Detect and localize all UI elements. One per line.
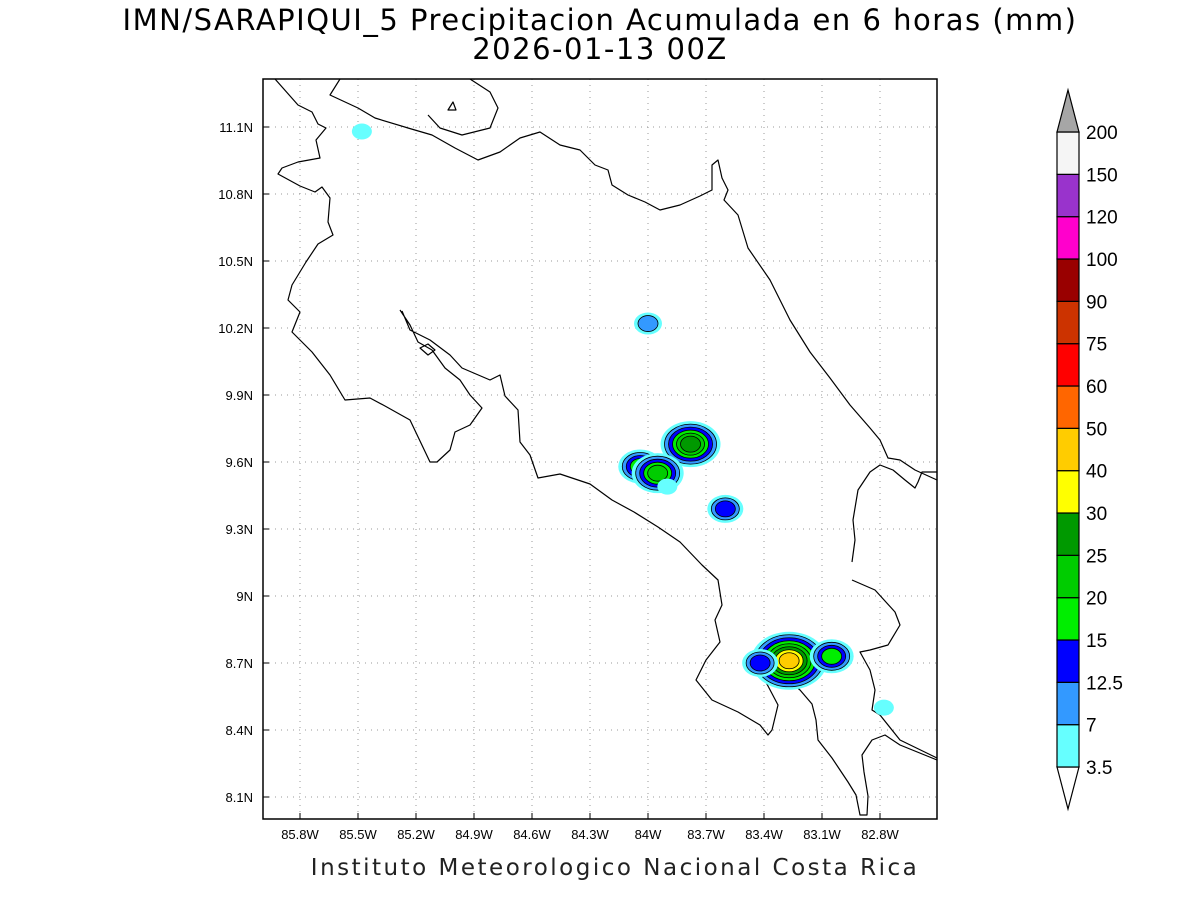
tick-label-lat: 10.8N [218, 187, 253, 202]
coastline-north [329, 79, 937, 481]
colorbar-swatch [1056, 512, 1080, 556]
precip-cell [634, 312, 662, 335]
precipitation-layer [351, 123, 960, 716]
colorbar-label: 7 [1086, 716, 1097, 737]
tick-label-lon: 85.5W [339, 827, 377, 842]
tick-label-lon: 83.7W [687, 827, 725, 842]
colorbar-swatch [1056, 427, 1080, 472]
precip-cell [351, 123, 372, 140]
tick-label-lat: 9.3N [226, 522, 253, 537]
precip-cell [809, 639, 854, 674]
colorbar-label: 60 [1086, 377, 1107, 398]
colorbar-label: 75 [1086, 335, 1107, 356]
tick-label-lon: 82.8W [861, 827, 899, 842]
latitude-ticks: 11.1N 10.8N 10.5N 10.2N 9.9N 9.6N 9.3N 9N 8.7N 8.… [218, 120, 269, 805]
colorbar-label: 50 [1086, 419, 1107, 440]
colorbar-swatch [1056, 131, 1080, 175]
colorbar-swatch [1056, 724, 1080, 768]
tick-label-lon: 84.9W [455, 827, 493, 842]
colorbar-label: 90 [1086, 292, 1107, 313]
colorbar-lower-arrow [1056, 766, 1080, 812]
tick-label-lat: 9.9N [226, 388, 253, 403]
precip-cell [707, 494, 744, 523]
precip-contour [637, 315, 659, 332]
tick-label-lat: 8.4N [226, 723, 253, 738]
coastline-north-upper [427, 79, 499, 136]
precip-contour [821, 647, 843, 665]
tick-label-lat: 11.1N [219, 120, 253, 135]
colorbar-swatch [1056, 385, 1080, 429]
precip-cell [751, 631, 828, 690]
tick-label-lat: 8.1N [226, 790, 253, 805]
colorbar-label: 20 [1086, 589, 1107, 610]
coastlines [274, 79, 937, 816]
colorbar-upper-arrow [1056, 87, 1080, 133]
colorbar-swatch [1056, 216, 1080, 260]
tick-label-lat: 8.7N [226, 656, 253, 671]
precip-contour [657, 478, 678, 495]
tick-label-lat: 10.5N [218, 254, 253, 269]
colorbar-label: 3.5 [1086, 758, 1112, 779]
tick-label-lon: 84.3W [571, 827, 609, 842]
tick-label-lon: 83.1W [803, 827, 841, 842]
precip-contour [680, 435, 701, 453]
tick-label-lon: 83.4W [745, 827, 783, 842]
precip-cell [940, 291, 960, 307]
precip-contour [778, 652, 800, 670]
precip-contour [749, 654, 771, 672]
colorbar-label: 12.5 [1086, 673, 1123, 694]
colorbar-label: 100 [1086, 250, 1118, 271]
colorbar-swatch [1056, 681, 1080, 726]
precip-cell [660, 421, 721, 468]
colorbar-label: 150 [1086, 165, 1118, 186]
colorbar-label: 15 [1086, 631, 1107, 652]
colorbar-label: 30 [1086, 504, 1107, 525]
lake-marker [419, 343, 436, 356]
colorbar-swatch [1056, 300, 1080, 345]
island-marker [447, 101, 457, 111]
tick-label-lon: 84W [635, 827, 662, 842]
map-frame [262, 78, 938, 820]
colorbar-swatch [1056, 597, 1080, 641]
colorbar-swatch [1056, 639, 1080, 683]
colorbar-label: 40 [1086, 462, 1107, 483]
precip-contour [714, 500, 736, 518]
map-title: IMN/SARAPIQUI_5 Precipitacion Acumulada … [122, 3, 1078, 37]
colorbar-swatch [1056, 258, 1080, 302]
colorbar-swatch [1056, 173, 1080, 218]
precip-contour [351, 123, 372, 140]
map-date: 2026-01-13 00Z [472, 32, 728, 66]
precip-contour [940, 291, 960, 307]
colorbar-label: 200 [1086, 123, 1118, 144]
tick-label-lon: 85.2W [397, 827, 435, 842]
colorbar-swatch [1056, 554, 1080, 599]
colorbar-label: 25 [1086, 546, 1107, 567]
tick-label-lon: 84.6W [513, 827, 551, 842]
tick-label-lon: 85.8W [281, 827, 319, 842]
border-panama [851, 464, 937, 759]
tick-label-lat: 10.2N [218, 321, 253, 336]
precip-cell [873, 699, 894, 716]
colorbar-swatch [1056, 343, 1080, 387]
tick-label-lat: 9.6N [226, 455, 253, 470]
footer-credit: Instituto Meteorologico Nacional Costa R… [310, 855, 920, 881]
tick-label-lat: 9N [236, 589, 253, 604]
precip-contour [873, 699, 894, 716]
precip-cell [742, 649, 779, 678]
colorbar-label: 120 [1086, 208, 1118, 229]
coastline-main [274, 79, 937, 816]
colorbar: 3.5 7 12.5 15 20 25 30 40 50 60 75 90 100 120 150 200 [1056, 87, 1123, 812]
precip-cell [657, 478, 678, 495]
longitude-ticks: 85.8W 85.5W 85.2W 84.9W 84.6W 84.3W 84W 83.7W 83… [281, 813, 900, 842]
colorbar-swatch [1056, 470, 1080, 514]
graticule-grid [263, 79, 937, 819]
precip-contour [647, 464, 669, 482]
